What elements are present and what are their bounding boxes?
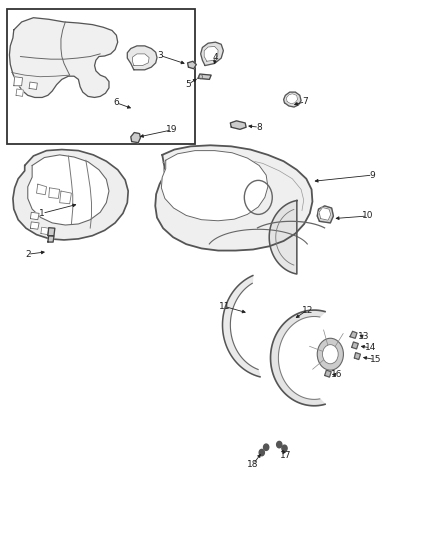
Circle shape xyxy=(259,449,265,456)
Polygon shape xyxy=(350,332,357,338)
Text: 15: 15 xyxy=(370,355,381,364)
Polygon shape xyxy=(30,212,39,220)
Polygon shape xyxy=(230,121,246,130)
Polygon shape xyxy=(28,155,109,225)
Polygon shape xyxy=(48,228,55,236)
Polygon shape xyxy=(16,89,23,96)
Polygon shape xyxy=(198,74,211,79)
Polygon shape xyxy=(49,188,60,198)
Bar xyxy=(7,9,195,144)
Polygon shape xyxy=(269,200,297,274)
Text: 19: 19 xyxy=(166,125,177,134)
Polygon shape xyxy=(284,92,301,107)
Circle shape xyxy=(317,338,343,370)
Text: 18: 18 xyxy=(247,460,259,469)
Polygon shape xyxy=(271,310,325,406)
Text: 11: 11 xyxy=(219,302,230,311)
Polygon shape xyxy=(48,236,54,242)
Text: 9: 9 xyxy=(370,171,375,180)
Circle shape xyxy=(277,441,282,448)
Text: 4: 4 xyxy=(213,53,218,62)
Text: 10: 10 xyxy=(362,212,373,221)
Text: 13: 13 xyxy=(358,332,370,341)
Polygon shape xyxy=(30,222,39,229)
Polygon shape xyxy=(13,150,128,240)
Polygon shape xyxy=(201,42,223,66)
Polygon shape xyxy=(60,191,71,204)
Polygon shape xyxy=(325,370,331,377)
Text: 7: 7 xyxy=(303,97,308,106)
Text: 2: 2 xyxy=(25,250,31,259)
Polygon shape xyxy=(41,227,49,235)
Polygon shape xyxy=(352,342,358,349)
Polygon shape xyxy=(187,61,196,69)
Polygon shape xyxy=(29,82,37,90)
Circle shape xyxy=(282,445,287,451)
Polygon shape xyxy=(223,276,260,377)
Polygon shape xyxy=(10,18,118,98)
Text: 6: 6 xyxy=(113,98,119,107)
Circle shape xyxy=(264,444,269,450)
Polygon shape xyxy=(286,94,297,104)
Text: 16: 16 xyxy=(331,370,343,379)
Polygon shape xyxy=(14,77,22,86)
Polygon shape xyxy=(161,151,268,221)
Text: 5: 5 xyxy=(186,79,191,88)
Text: 1: 1 xyxy=(39,209,45,218)
Polygon shape xyxy=(36,184,46,195)
Polygon shape xyxy=(317,206,333,223)
Polygon shape xyxy=(319,207,331,220)
Text: 12: 12 xyxy=(301,305,313,314)
Circle shape xyxy=(322,345,338,364)
Polygon shape xyxy=(204,46,218,61)
Polygon shape xyxy=(133,54,149,66)
Polygon shape xyxy=(127,46,157,70)
Text: 3: 3 xyxy=(157,51,163,60)
Text: 14: 14 xyxy=(365,343,376,352)
Polygon shape xyxy=(131,133,141,143)
Polygon shape xyxy=(354,353,360,360)
Polygon shape xyxy=(155,146,312,251)
Text: 17: 17 xyxy=(279,451,291,460)
Text: 8: 8 xyxy=(256,123,262,132)
